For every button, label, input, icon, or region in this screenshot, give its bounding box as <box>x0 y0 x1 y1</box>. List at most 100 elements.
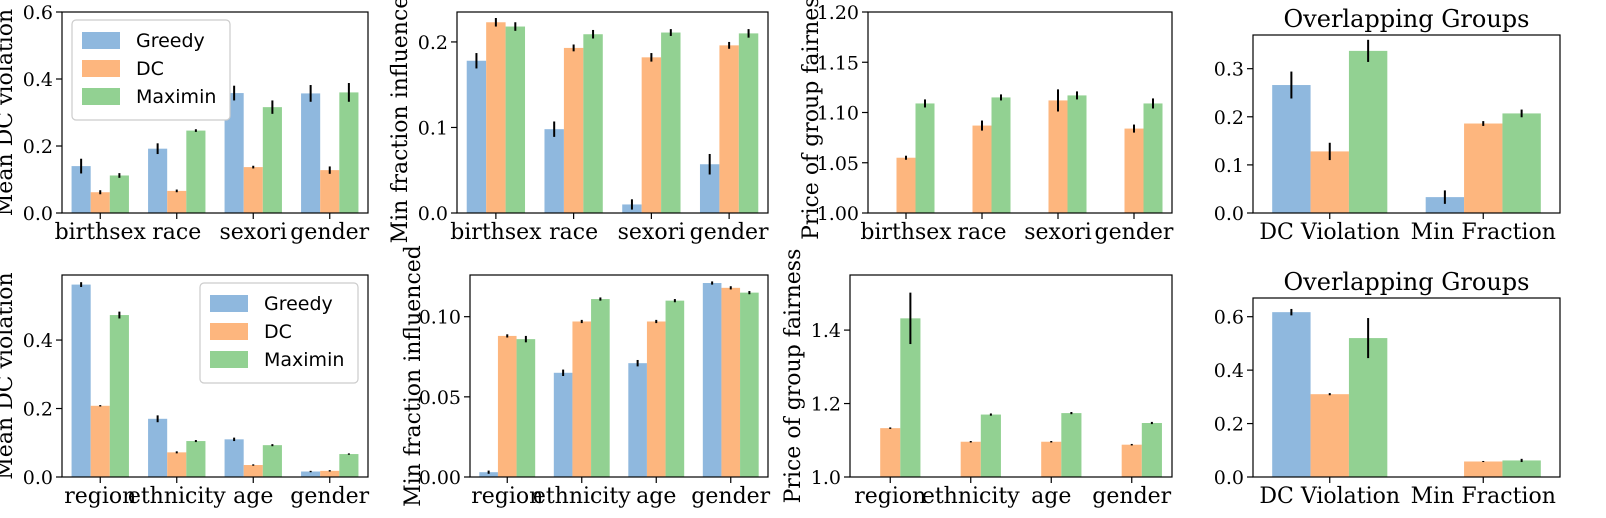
bar-dc-gender <box>1124 128 1144 213</box>
bar-greedy-race <box>148 148 168 213</box>
bar-greedy-region <box>71 284 91 477</box>
x-tick-label: race <box>549 220 598 245</box>
y-axis-title: Mean DC violation <box>0 272 18 479</box>
chart-panel-p4: 0.0 0.1 0.2 0.3 DC Violation Min Fraction Over… <box>1214 5 1561 245</box>
bar-dc-age <box>646 321 666 477</box>
plot-frame <box>61 274 369 478</box>
bar-maximin-birthsex <box>505 26 526 213</box>
y-tick-label: 0.6 <box>23 2 53 24</box>
bar-dc-sexori <box>243 167 263 213</box>
legend: Greedy DC Maximin <box>71 19 231 121</box>
bar-maximin-region <box>516 339 536 477</box>
bar-dc-region <box>497 335 517 477</box>
legend-swatch-maximin <box>82 88 120 105</box>
plot-frame <box>1252 297 1561 478</box>
bar-maximin-age <box>262 445 282 477</box>
x-tick-label: age <box>1031 484 1071 509</box>
bar-greedy-birthsex <box>71 166 91 213</box>
bar-dc-race <box>563 47 584 213</box>
y-tick-label: 0.0 <box>1214 203 1244 225</box>
y-axis-title: Price of group fairness <box>799 0 824 240</box>
bar-dc-gender <box>320 470 340 477</box>
legend-swatch-maximin <box>210 351 248 368</box>
y-tick-label: 0.0 <box>1214 467 1244 489</box>
y-axis-title: Min fraction influenced <box>401 245 426 507</box>
y-tick-label: 1.2 <box>811 394 841 416</box>
y-tick-label: 1.0 <box>811 467 841 489</box>
bar-maximin-gender <box>738 33 759 213</box>
plot-frame <box>469 274 769 478</box>
bar-maximin-sexori <box>1067 95 1087 213</box>
bar-maximin-ethnicity <box>186 441 206 477</box>
y-tick-label: 0.2 <box>1214 107 1244 129</box>
y-tick-label: 0.3 <box>1214 59 1244 81</box>
x-tick-label: gender <box>290 220 369 245</box>
bar-dc-race <box>972 125 992 213</box>
bar-maximin-age <box>1061 413 1082 477</box>
bar-dc-birthsex <box>90 192 110 213</box>
x-tick-label: gender <box>691 484 770 509</box>
y-tick-label: 0.2 <box>1214 414 1244 436</box>
x-tick-label: sexori <box>219 220 287 245</box>
bar-greedy-sexori <box>224 93 244 213</box>
plot-frame <box>849 274 1173 478</box>
legend: Greedy DC Maximin <box>199 282 359 384</box>
bar-dc-min-fraction <box>1464 123 1503 213</box>
bar-greedy-race <box>544 129 564 213</box>
bar-greedy-gender <box>301 93 321 213</box>
panel-title: Overlapping Groups <box>1284 268 1530 296</box>
bar-maximin-race <box>186 130 206 213</box>
chart-panel-p8: 0.0 0.2 0.4 0.6 DC Violation Min Fraction Over… <box>1214 268 1561 509</box>
x-tick-label: birthsex <box>450 220 542 245</box>
bar-maximin-region <box>900 318 921 477</box>
x-tick-label: gender <box>1095 220 1174 245</box>
bar-dc-dc-violation <box>1310 394 1349 477</box>
y-tick-label: 1.4 <box>811 320 841 342</box>
bar-greedy-gender <box>699 164 720 213</box>
y-tick-label: 1.20 <box>817 2 859 24</box>
bar-greedy-region <box>479 472 498 477</box>
x-tick-label: birthsex <box>55 220 147 245</box>
bar-maximin-sexori <box>262 107 282 213</box>
bar-maximin-race <box>991 97 1011 213</box>
y-tick-label: 0.00 <box>419 467 461 489</box>
bar-greedy-birthsex <box>466 60 487 213</box>
bar-greedy-gender <box>301 471 321 477</box>
y-tick-label: 0.4 <box>1214 360 1244 382</box>
y-tick-label: 0.2 <box>418 32 448 54</box>
x-tick-label: race <box>958 220 1007 245</box>
bar-greedy-ethnicity <box>553 372 573 477</box>
x-tick-label: ethnicity <box>128 484 226 509</box>
y-tick-label: 1.05 <box>817 153 859 175</box>
plot-frame <box>456 11 769 214</box>
bar-dc-sexori <box>1048 100 1068 213</box>
y-tick-label: 0.0 <box>23 467 53 489</box>
bar-dc-ethnicity <box>960 441 981 477</box>
y-tick-label: 1.10 <box>817 103 859 125</box>
bar-greedy-dc-violation <box>1272 85 1311 213</box>
bar-greedy-age <box>224 439 244 477</box>
x-tick-label: birthsex <box>860 220 952 245</box>
bar-maximin-min-fraction <box>1502 460 1541 477</box>
plot-frame <box>1252 34 1561 214</box>
bar-maximin-age <box>665 300 685 477</box>
x-tick-label: region <box>471 484 543 509</box>
bar-maximin-gender <box>339 92 359 213</box>
bar-maximin-ethnicity <box>980 414 1001 477</box>
x-tick-label: gender <box>1092 484 1171 509</box>
bar-dc-region <box>90 405 110 477</box>
x-tick-label: DC Violation <box>1259 484 1400 509</box>
bar-maximin-race <box>583 34 603 213</box>
y-tick-label: 0.6 <box>1214 307 1244 329</box>
bar-maximin-birthsex <box>915 103 935 213</box>
bar-greedy-dc-violation <box>1272 312 1311 477</box>
x-tick-label: sexori <box>618 220 686 245</box>
bar-dc-sexori <box>641 57 662 213</box>
y-tick-label: 0.1 <box>1214 155 1244 177</box>
legend-swatch-dc <box>210 323 248 340</box>
x-tick-label: DC Violation <box>1259 220 1400 245</box>
bar-maximin-gender <box>339 454 359 477</box>
bar-maximin-gender <box>1143 103 1163 213</box>
